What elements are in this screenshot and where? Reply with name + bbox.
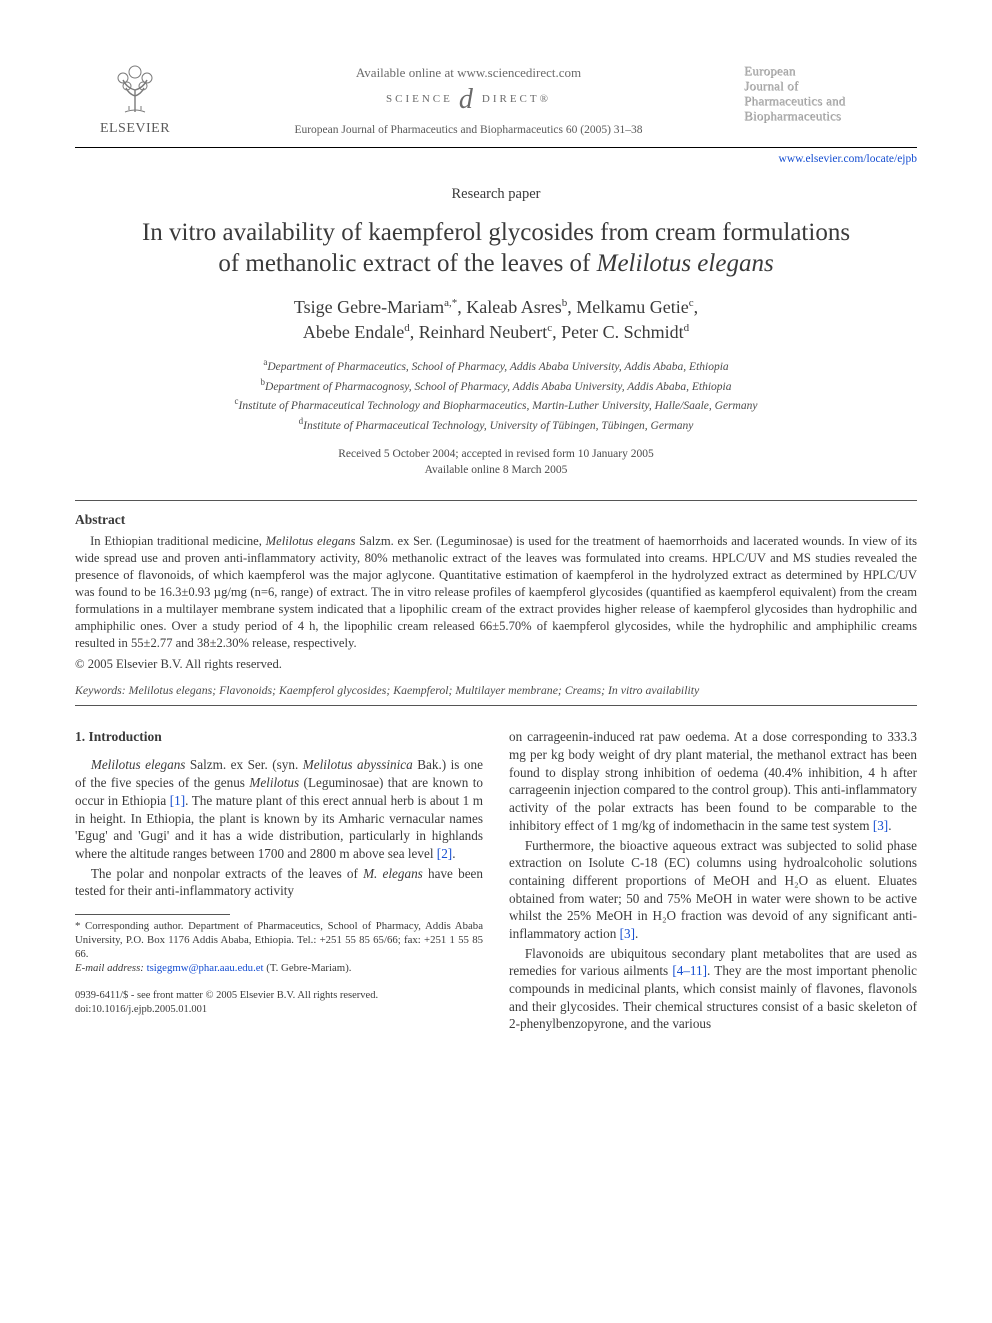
keywords-species: Melilotus elegans xyxy=(129,683,213,697)
available-online-text: Available online at www.sciencedirect.co… xyxy=(195,64,742,82)
journal-title-line: Journal of xyxy=(744,79,917,94)
dates-line: Available online 8 March 2005 xyxy=(75,462,917,478)
abstract-top-rule xyxy=(75,500,917,501)
author-sep: , Kaleab Asres xyxy=(457,297,561,317)
email-footnote: E-mail address: tsigegmw@phar.aau.edu.et… xyxy=(75,961,483,975)
sd-d-glyph: d xyxy=(459,90,476,110)
journal-title-block: European Journal of Pharmaceutics and Bi… xyxy=(742,60,917,128)
header-rule xyxy=(75,147,917,148)
sciencedirect-logo: SCIENCE d DIRECT® xyxy=(195,90,742,110)
journal-homepage-link[interactable]: www.elsevier.com/locate/ejpb xyxy=(75,152,917,168)
abstract-body: In Ethiopian traditional medicine, Melil… xyxy=(75,533,917,652)
author-affiliation-sup: d xyxy=(684,322,690,334)
title-species: Melilotus elegans xyxy=(597,250,774,277)
doi-line: doi:10.1016/j.ejpb.2005.01.001 xyxy=(75,1003,483,1017)
abstract-heading: Abstract xyxy=(75,511,917,529)
elsevier-tree-icon xyxy=(107,60,163,116)
footnote-rule xyxy=(75,914,230,915)
body-columns: 1. Introduction Melilotus elegans Salzm.… xyxy=(75,728,917,1035)
left-column: 1. Introduction Melilotus elegans Salzm.… xyxy=(75,728,483,1035)
article-title: In vitro availability of kaempferol glyc… xyxy=(105,217,887,280)
paragraph: Melilotus elegans Salzm. ex Ser. (syn. M… xyxy=(75,756,483,862)
author-affiliation-sup: a,* xyxy=(444,297,457,309)
citation-link[interactable]: [2] xyxy=(437,846,452,861)
publisher-logo-block: ELSEVIER xyxy=(75,60,195,139)
page-header: ELSEVIER Available online at www.science… xyxy=(75,60,917,139)
section-heading: 1. Introduction xyxy=(75,728,483,746)
citation-link[interactable]: [3] xyxy=(620,926,635,941)
dates-line: Received 5 October 2004; accepted in rev… xyxy=(75,446,917,462)
corresponding-author-footnote: * Corresponding author. Department of Ph… xyxy=(75,919,483,961)
journal-title-line: Biopharmaceutics xyxy=(744,109,917,124)
paragraph: Furthermore, the bioactive aqueous extra… xyxy=(509,837,917,943)
keywords-label: Keywords: xyxy=(75,683,129,697)
author-sep: , Melkamu Getie xyxy=(567,297,688,317)
article-type: Research paper xyxy=(75,185,917,205)
affiliation: aDepartment of Pharmaceutics, School of … xyxy=(75,356,917,376)
copyright-line: © 2005 Elsevier B.V. All rights reserved… xyxy=(75,656,917,673)
article-dates: Received 5 October 2004; accepted in rev… xyxy=(75,446,917,478)
citation-link[interactable]: [4–11] xyxy=(672,963,707,978)
citation-link[interactable]: [1] xyxy=(170,793,185,808)
citation-link[interactable]: [3] xyxy=(873,818,888,833)
paragraph: Flavonoids are ubiquitous secondary plan… xyxy=(509,945,917,1033)
publisher-name: ELSEVIER xyxy=(100,120,170,139)
journal-title-line: Pharmaceutics and xyxy=(744,94,917,109)
journal-title-line: European xyxy=(744,64,917,79)
affiliation: dInstitute of Pharmaceutical Technology,… xyxy=(75,415,917,435)
author-affiliation-sup: c xyxy=(689,297,694,309)
keywords-bottom-rule xyxy=(75,705,917,706)
email-label: E-mail address: xyxy=(75,962,147,974)
author: Tsige Gebre-Mariam xyxy=(294,297,444,317)
keywords-rest: ; Flavonoids; Kaempferol glycosides; Kae… xyxy=(212,683,699,697)
paragraph: on carrageenin-induced rat paw oedema. A… xyxy=(509,728,917,834)
issn-copyright: 0939-6411/$ - see front matter © 2005 El… xyxy=(75,989,483,1003)
author-sep: , Reinhard Neubert xyxy=(410,322,547,342)
author-sep: , Peter C. Schmidt xyxy=(552,322,684,342)
affiliation: bDepartment of Pharmacognosy, School of … xyxy=(75,376,917,396)
title-part-a: In vitro availability of kaempferol glyc… xyxy=(142,219,850,246)
affiliations: aDepartment of Pharmaceutics, School of … xyxy=(75,356,917,434)
right-column: on carrageenin-induced rat paw oedema. A… xyxy=(509,728,917,1035)
author: Abebe Endale xyxy=(303,322,404,342)
header-center: Available online at www.sciencedirect.co… xyxy=(195,60,742,139)
sd-right: DIRECT® xyxy=(482,92,551,107)
paragraph: The polar and nonpolar extracts of the l… xyxy=(75,865,483,900)
sd-left: SCIENCE xyxy=(386,92,453,107)
author-email[interactable]: tsigegmw@phar.aau.edu.et xyxy=(147,962,264,974)
author-list: Tsige Gebre-Mariama,*, Kaleab Asresb, Me… xyxy=(75,295,917,344)
keywords-line: Keywords: Melilotus elegans; Flavonoids;… xyxy=(75,683,917,699)
title-part-b: of methanolic extract of the leaves of xyxy=(218,250,596,277)
journal-reference: European Journal of Pharmaceutics and Bi… xyxy=(195,123,742,139)
affiliation: cInstitute of Pharmaceutical Technology … xyxy=(75,395,917,415)
